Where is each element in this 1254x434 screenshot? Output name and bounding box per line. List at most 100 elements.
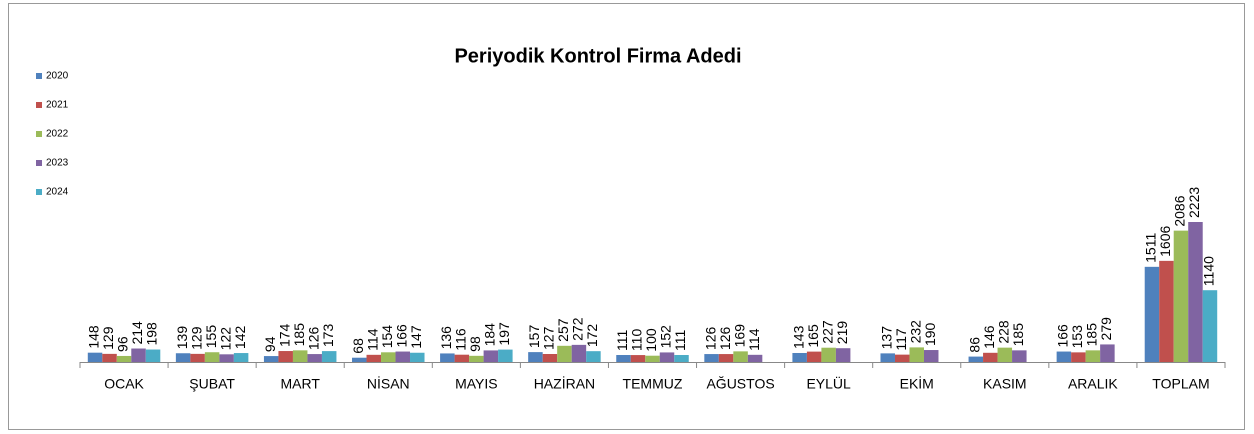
bar	[645, 355, 660, 362]
bar	[1144, 266, 1160, 362]
bar	[997, 347, 1013, 362]
bar	[747, 354, 763, 362]
bar	[674, 355, 689, 362]
data-label: 173	[320, 324, 336, 348]
bar	[528, 352, 543, 362]
legend-label: 2021	[46, 100, 69, 111]
bar	[630, 355, 646, 362]
bar	[204, 352, 220, 362]
legend-swatch	[36, 189, 42, 195]
chart-title: Periyodik Kontrol Firma Adedi	[454, 45, 741, 67]
x-tick-label: OCAK	[104, 376, 144, 392]
chart-frame	[8, 3, 1245, 430]
x-tick-label: TOPLAM	[1152, 376, 1209, 392]
bar	[571, 344, 587, 362]
x-tick-label: ŞUBAT	[189, 376, 235, 392]
legend-swatch	[36, 73, 42, 79]
x-tick-label: MAYIS	[455, 376, 498, 392]
data-label: 169	[731, 324, 747, 348]
bar	[909, 347, 924, 362]
bar	[498, 349, 513, 362]
bar	[835, 348, 851, 362]
x-tick-label: ARALIK	[1068, 376, 1118, 392]
data-label: 172	[584, 324, 600, 348]
bar	[1100, 344, 1115, 362]
data-label: 272	[570, 317, 586, 341]
data-label: 136	[438, 326, 454, 350]
data-label: 2223	[1186, 187, 1202, 218]
bar	[292, 350, 308, 362]
bar	[1056, 351, 1072, 362]
data-label: 185	[1084, 323, 1100, 347]
bar	[557, 345, 572, 362]
data-label: 117	[893, 328, 909, 351]
data-label: 142	[232, 325, 248, 349]
data-label: 166	[393, 324, 409, 348]
data-label: 219	[834, 321, 850, 345]
data-label: 214	[129, 321, 145, 345]
data-label: 166	[1055, 324, 1071, 348]
bar	[454, 354, 470, 362]
data-label: 152	[658, 325, 674, 349]
legend-label: 2024	[46, 187, 69, 198]
data-label: 94	[262, 336, 278, 352]
bar	[381, 352, 396, 362]
bar	[542, 354, 558, 362]
bar	[1071, 352, 1086, 362]
data-label: 1511	[1143, 233, 1159, 263]
bar	[263, 356, 279, 362]
bar	[440, 353, 455, 362]
data-label: 126	[702, 326, 718, 350]
bar	[1202, 290, 1218, 362]
data-label: 257	[555, 318, 571, 342]
data-label: 129	[188, 326, 204, 350]
data-label: 137	[878, 326, 894, 350]
x-tick-label: EKİM	[900, 375, 934, 392]
data-label: 110	[629, 329, 645, 352]
bar	[1085, 350, 1101, 362]
legend-label: 2023	[46, 158, 69, 169]
data-label: 68	[350, 338, 366, 354]
legend-swatch	[36, 102, 42, 108]
data-label: 190	[922, 322, 938, 346]
bar	[366, 354, 382, 362]
x-tick-label: AĞUSTOS	[706, 376, 774, 392]
data-label: 155	[203, 325, 219, 349]
data-label: 111	[672, 330, 688, 351]
data-label: 96	[115, 336, 131, 352]
bar	[586, 351, 601, 362]
bar	[190, 353, 205, 362]
data-label: 227	[819, 320, 835, 344]
legend-swatch	[36, 131, 42, 137]
data-label: 1606	[1157, 225, 1173, 256]
data-label: 198	[144, 322, 160, 346]
data-label: 197	[496, 322, 512, 346]
data-label: 111	[614, 330, 630, 351]
data-label: 126	[305, 326, 321, 350]
data-label: 139	[174, 326, 190, 350]
bar	[116, 355, 132, 362]
data-label: 143	[790, 325, 806, 349]
bar	[1012, 350, 1027, 362]
bar	[821, 347, 836, 362]
bar	[307, 354, 322, 362]
data-label: 185	[291, 323, 307, 347]
data-label: 165	[805, 324, 821, 348]
data-label: 1140	[1201, 256, 1217, 286]
legend-swatch	[36, 160, 42, 166]
bar	[806, 351, 822, 362]
bar	[321, 351, 337, 362]
data-label: 98	[467, 336, 483, 352]
bar	[102, 353, 117, 362]
bar	[894, 354, 910, 362]
bar	[175, 353, 191, 362]
bar	[483, 350, 499, 362]
bar	[1188, 222, 1203, 362]
data-label: 148	[86, 325, 102, 349]
bar	[395, 351, 411, 362]
x-tick-label: NİSAN	[367, 375, 410, 392]
bar	[1159, 260, 1174, 362]
data-label: 114	[364, 328, 380, 351]
data-label: 86	[967, 337, 983, 353]
